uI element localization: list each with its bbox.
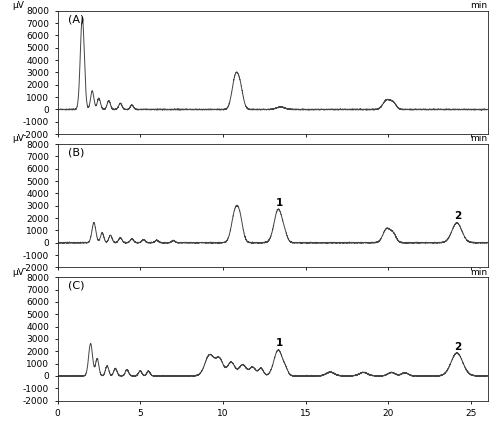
Text: min: min: [470, 268, 488, 277]
Text: (B): (B): [68, 148, 84, 158]
Text: (A): (A): [68, 15, 84, 25]
Text: 2: 2: [454, 342, 462, 352]
Text: min: min: [470, 1, 488, 10]
Text: 1: 1: [276, 339, 282, 349]
Text: 1: 1: [276, 198, 282, 208]
Text: μV: μV: [12, 268, 24, 277]
Text: μV: μV: [12, 134, 24, 143]
Text: 2: 2: [454, 211, 462, 221]
Text: min: min: [470, 134, 488, 143]
Text: μV: μV: [12, 1, 24, 10]
Text: (C): (C): [68, 281, 85, 291]
